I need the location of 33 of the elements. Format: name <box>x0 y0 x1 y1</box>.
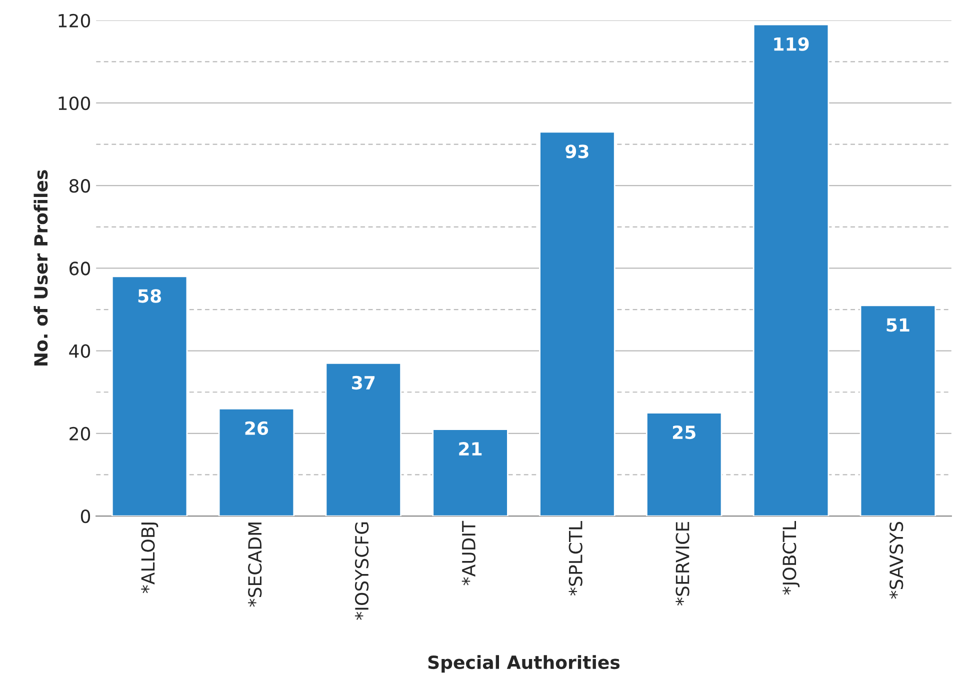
y-tick-label: 100 <box>58 96 90 110</box>
y-axis-title: No. of User Profiles <box>34 170 48 366</box>
data-label: 21 <box>459 442 482 456</box>
data-label: 25 <box>672 425 696 440</box>
bar <box>646 412 722 516</box>
y-tick-label: 20 <box>70 426 90 441</box>
data-label: 58 <box>138 289 161 303</box>
x-tick-label: *SERVICE <box>676 522 690 606</box>
data-label: 51 <box>886 318 910 332</box>
data-label: 93 <box>566 144 588 158</box>
y-tick-label: 80 <box>69 179 90 193</box>
x-tick-label: *JOBCTL <box>782 521 800 595</box>
bar <box>432 428 508 516</box>
bar <box>752 24 830 516</box>
bar <box>111 276 188 516</box>
bar <box>325 362 402 516</box>
data-label: 26 <box>245 421 268 436</box>
bar <box>539 131 616 516</box>
bar <box>860 304 936 516</box>
data-label: 119 <box>774 37 809 51</box>
x-axis-title: Special Authorities <box>428 655 620 673</box>
x-tick-label: *ALLOBJ <box>141 522 158 594</box>
data-label: 37 <box>352 376 375 390</box>
y-tick-label: 120 <box>58 14 90 28</box>
y-tick-label: 0 <box>80 510 90 524</box>
x-tick-label: *SECADM <box>248 522 262 607</box>
bar <box>218 408 295 516</box>
x-tick-label: *SAVSYS <box>890 522 904 599</box>
x-tick-label: *SPLCTL <box>568 521 582 596</box>
y-tick-label: 40 <box>69 344 90 358</box>
y-tick-label: 60 <box>70 262 90 276</box>
x-tick-label: *IOSYSCFG <box>354 522 369 620</box>
x-tick-label: *AUDIT <box>462 520 476 586</box>
